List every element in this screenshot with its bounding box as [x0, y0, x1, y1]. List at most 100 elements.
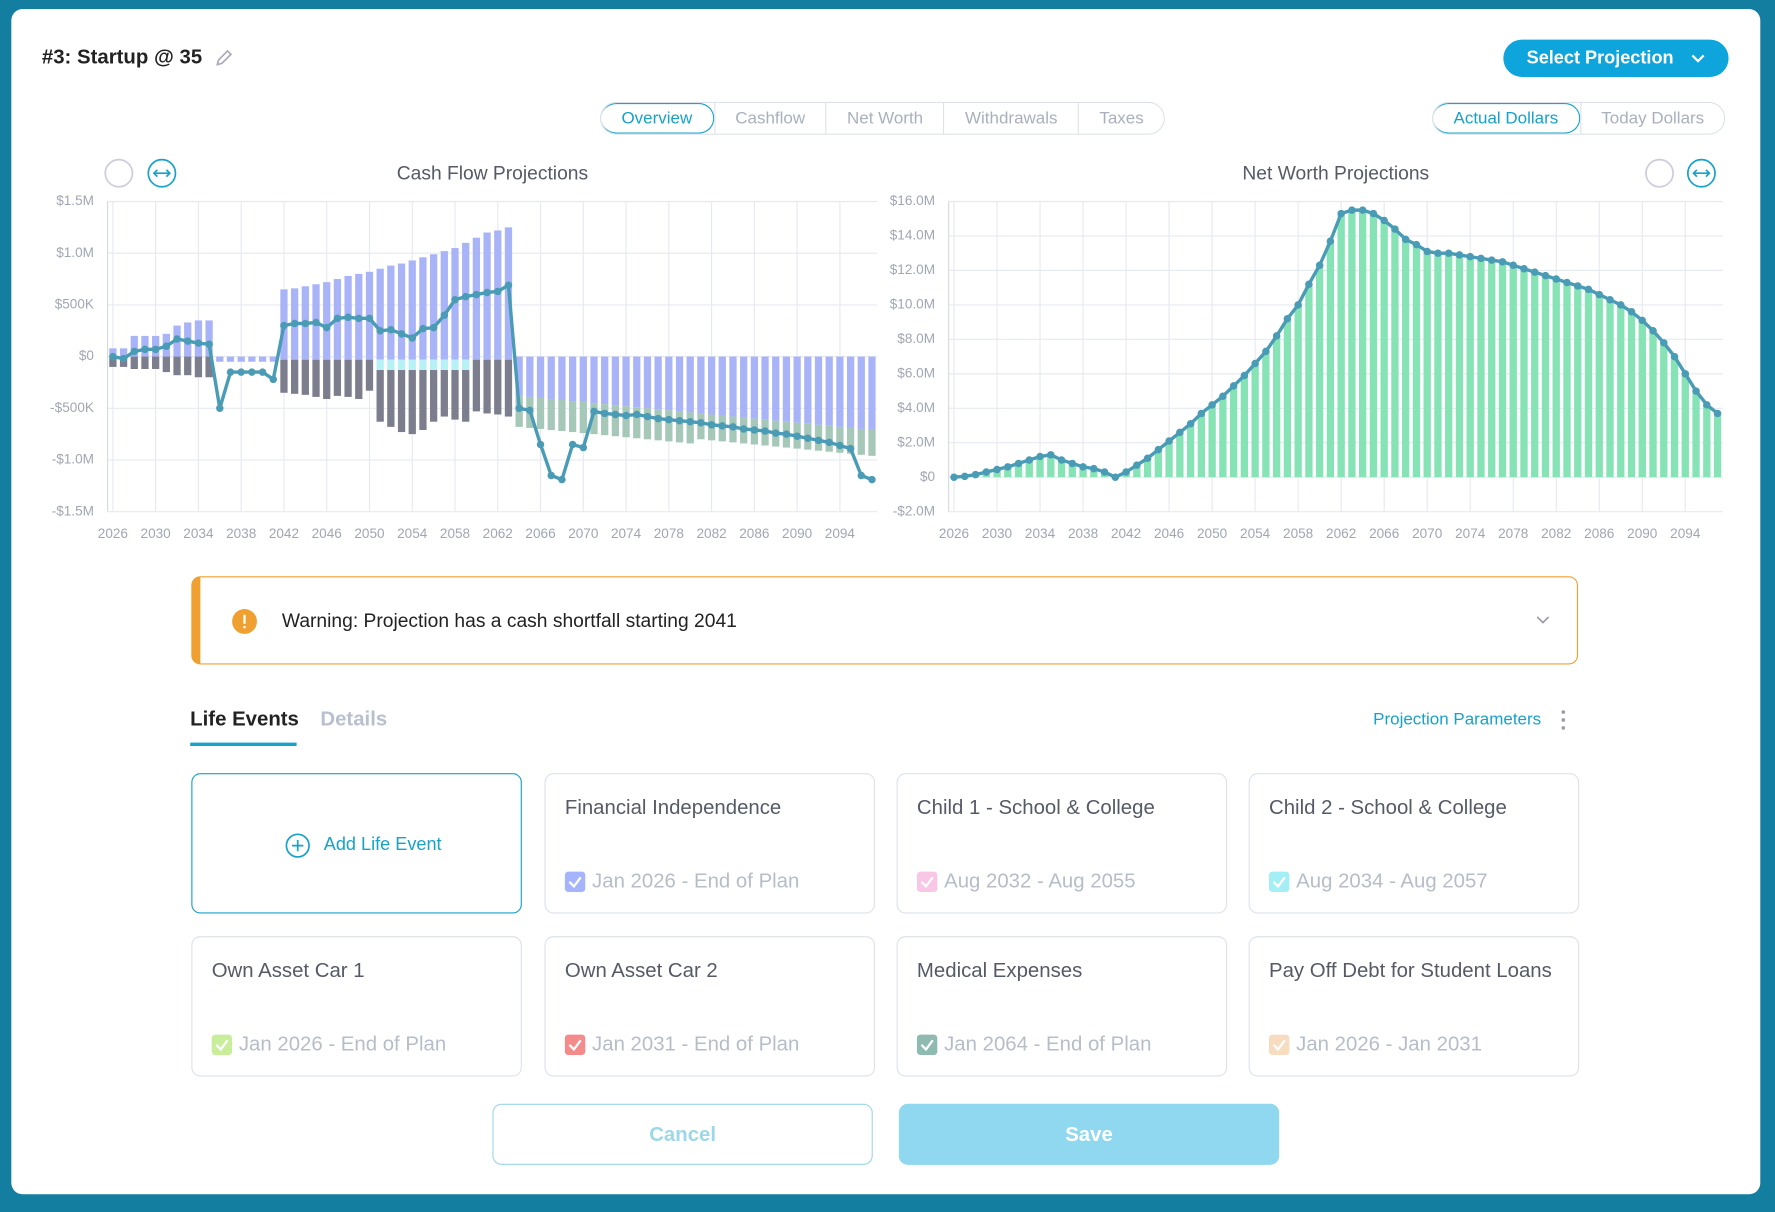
event-card[interactable]: Pay Off Debt for Student Loans Jan 2026 -…: [1248, 936, 1580, 1077]
x-tick-label: 2038: [226, 526, 256, 541]
bar-segment: [1552, 279, 1560, 478]
bar-segment: [408, 359, 416, 371]
bar-segment: [205, 356, 213, 378]
tab[interactable]: Cashflow: [713, 103, 826, 134]
more-icon[interactable]: [1560, 709, 1567, 732]
bar-segment: [1240, 375, 1249, 478]
line-point: [376, 327, 384, 335]
bar-segment: [1326, 241, 1335, 478]
warning-banner[interactable]: Warning: Projection has a cash shortfall…: [191, 576, 1579, 665]
cancel-button[interactable]: Cancel: [492, 1103, 873, 1165]
event-dates: Jan 2031 - End of Plan: [564, 1032, 799, 1056]
edit-icon[interactable]: [214, 48, 234, 68]
line-point: [1240, 371, 1249, 380]
bar-segment: [1014, 463, 1023, 478]
x-tick-label: 2046: [312, 526, 342, 541]
event-card[interactable]: Own Asset Car 1 Jan 2026 - End of Plan: [191, 936, 522, 1077]
add-event-card[interactable]: Add Life Event: [191, 773, 522, 914]
event-checkbox: [211, 1034, 233, 1055]
toggle-option[interactable]: Today Dollars: [1579, 103, 1725, 134]
bar-segment: [387, 359, 395, 371]
tab[interactable]: Taxes: [1077, 103, 1164, 134]
section-tab[interactable]: Details: [320, 707, 388, 731]
line-point: [1584, 285, 1593, 294]
bar-segment: [494, 359, 502, 415]
x-tick-label: 2090: [782, 526, 813, 541]
tab[interactable]: Withdrawals: [943, 103, 1078, 134]
line-point: [280, 321, 288, 330]
line-point: [665, 415, 673, 424]
x-tick-label: 2078: [1498, 526, 1528, 541]
reset-button[interactable]: [1645, 158, 1674, 188]
bar-segment: [1283, 318, 1292, 478]
bar-segment: [248, 356, 256, 362]
bar-segment: [1670, 356, 1679, 478]
expand-button[interactable]: [147, 158, 177, 188]
bar-segment: [397, 263, 406, 357]
x-tick-label: 2082: [1541, 526, 1571, 541]
bar-segment: [868, 429, 876, 456]
line-point: [547, 471, 555, 480]
reset-button[interactable]: [104, 158, 134, 188]
parameters-link[interactable]: Projection Parameters: [1373, 709, 1542, 730]
bar-segment: [355, 359, 363, 399]
event-card[interactable]: Child 2 - School & College Aug 2034 - Aug…: [1248, 773, 1580, 914]
x-tick-label: 2082: [696, 526, 726, 541]
bar-segment: [451, 359, 459, 371]
event-card[interactable]: Own Asset Car 2 Jan 2031 - End of Plan: [544, 936, 876, 1077]
section-tab[interactable]: Life Events: [190, 707, 299, 731]
toggle-option[interactable]: Actual Dollars: [1433, 103, 1580, 134]
line-point: [1186, 420, 1195, 428]
bar-segment: [686, 356, 694, 413]
line-point: [982, 468, 991, 476]
chevron: [1692, 54, 1705, 63]
line-point: [675, 416, 684, 425]
event-card[interactable]: Child 1 - School & College Aug 2032 - Aug…: [896, 773, 1228, 914]
line-point: [1423, 247, 1431, 256]
line-point: [1358, 206, 1367, 214]
event-card[interactable]: Financial Independence Jan 2026 - End of …: [544, 773, 876, 914]
line-point: [1703, 401, 1711, 409]
bar-segment: [782, 356, 791, 422]
bar-segment: [419, 370, 427, 430]
line-point: [536, 440, 545, 449]
bar-segment: [622, 406, 630, 438]
bar-segment: [376, 370, 384, 422]
line-point: [1391, 225, 1399, 233]
bar-segment: [451, 356, 459, 360]
bar-segment: [1004, 466, 1012, 478]
bar-segment: [857, 356, 865, 429]
line-point: [622, 411, 630, 420]
select-projection-button[interactable]: Select Projection: [1503, 39, 1729, 77]
x-tick-label: 2058: [440, 526, 470, 541]
expand-button[interactable]: [1686, 158, 1716, 188]
line-point: [1455, 251, 1464, 259]
projection-title: #3: Startup @ 35: [41, 45, 203, 68]
line-point: [109, 352, 117, 361]
bar-segment: [1348, 210, 1356, 478]
bar-segment: [825, 356, 833, 426]
bar-segment: [1315, 265, 1324, 478]
save-button[interactable]: Save: [898, 1103, 1280, 1165]
bar-segment: [365, 271, 374, 357]
bar-segment: [1681, 373, 1689, 478]
line-point: [1122, 468, 1130, 476]
x-tick-label: 2062: [483, 526, 513, 541]
line-point: [1025, 456, 1034, 464]
bar-segment: [472, 359, 481, 412]
tab[interactable]: Net Worth: [825, 103, 943, 134]
line-point: [1369, 209, 1378, 218]
bar-segment: [387, 356, 395, 360]
button-label: Save: [1065, 1122, 1113, 1146]
y-tick-label: $14.0M: [890, 228, 935, 243]
bar-segment: [1305, 284, 1313, 478]
bar-segment: [280, 359, 288, 393]
line-point: [1681, 370, 1690, 378]
tab[interactable]: Overview: [601, 103, 714, 134]
event-card[interactable]: Medical Expenses Jan 2064 - End of Plan: [896, 936, 1228, 1077]
bar-segment: [1197, 413, 1206, 478]
line-point: [1412, 240, 1421, 249]
line-point: [429, 323, 438, 332]
line-point: [301, 319, 310, 328]
bar-segment: [301, 356, 309, 360]
